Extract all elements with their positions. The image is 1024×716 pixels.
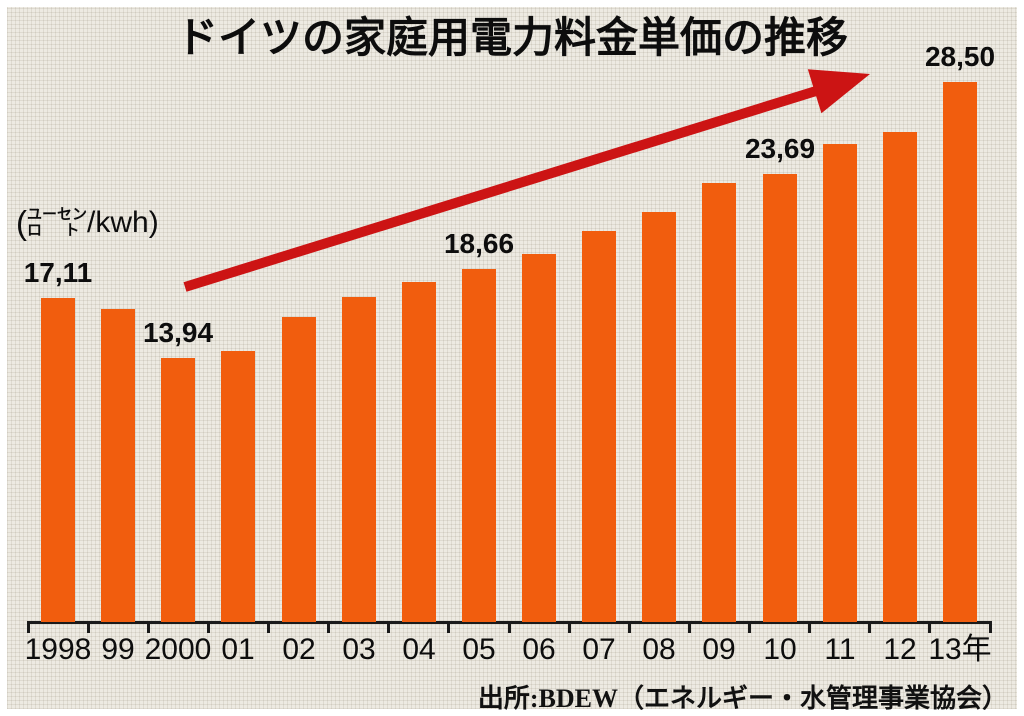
x-tick-label: 11 bbox=[824, 633, 856, 666]
unit-open-paren: ( bbox=[16, 204, 27, 241]
x-axis-tick bbox=[928, 621, 931, 633]
x-tick-label: 02 bbox=[282, 633, 316, 666]
x-axis-tick bbox=[327, 621, 330, 633]
y-axis-unit-label: ( ユー ロ セン ト /kwh) bbox=[16, 204, 159, 242]
bar bbox=[582, 231, 616, 622]
bar bbox=[342, 297, 376, 622]
bar bbox=[642, 212, 676, 622]
unit-euro-top: ユー bbox=[27, 206, 58, 223]
bar bbox=[161, 358, 195, 622]
bar-value-label: 18,66 bbox=[443, 228, 515, 259]
unit-euro-bottom: ロ bbox=[27, 222, 43, 239]
source-note: 出所:BDEW（エネルギー・水管理事業協会） bbox=[477, 684, 1008, 713]
x-axis-tick bbox=[989, 621, 992, 633]
x-axis-tick bbox=[447, 621, 450, 633]
chart-background bbox=[7, 7, 1017, 709]
bar-value-label: 13,94 bbox=[142, 317, 214, 348]
x-axis-tick bbox=[207, 621, 210, 633]
x-axis-tick bbox=[147, 621, 150, 633]
x-axis-tick bbox=[568, 621, 571, 633]
bar-value-label: 28,50 bbox=[924, 41, 996, 72]
unit-kwh-suffix: /kwh) bbox=[87, 206, 159, 239]
unit-stack-euro: ユー ロ bbox=[27, 207, 57, 239]
bar bbox=[883, 132, 917, 622]
unit-cent-top: セン bbox=[57, 206, 88, 223]
x-axis-tick bbox=[628, 621, 631, 633]
x-tick-label: 05 bbox=[462, 633, 496, 666]
bar bbox=[702, 183, 736, 622]
x-tick-label: 99 bbox=[101, 633, 135, 666]
bar bbox=[41, 298, 75, 622]
unit-stack-cent: セン ト bbox=[57, 207, 87, 239]
x-tick-label: 12 bbox=[883, 633, 917, 666]
x-axis-tick bbox=[508, 621, 511, 633]
bar bbox=[823, 144, 857, 622]
x-tick-label: 06 bbox=[522, 633, 556, 666]
x-axis-tick bbox=[27, 621, 30, 633]
x-axis-tick bbox=[87, 621, 90, 633]
x-tick-label: 10 bbox=[763, 633, 797, 666]
x-tick-label: 08 bbox=[642, 633, 676, 666]
unit-cent-bottom: ト bbox=[64, 222, 80, 239]
x-tick-label: 03 bbox=[342, 633, 376, 666]
bar bbox=[101, 309, 135, 622]
x-tick-label: 09 bbox=[702, 633, 736, 666]
x-axis-tick bbox=[808, 621, 811, 633]
x-tick-label: 1998 bbox=[24, 633, 92, 666]
x-axis-tick bbox=[868, 621, 871, 633]
bar bbox=[282, 317, 316, 622]
x-tick-label: 01 bbox=[221, 633, 255, 666]
x-tick-label: 2000 bbox=[144, 633, 212, 666]
x-tick-label: 04 bbox=[402, 633, 436, 666]
bar-value-label: 17,11 bbox=[23, 257, 93, 288]
bar bbox=[943, 82, 977, 622]
x-tick-label: 13年 bbox=[928, 633, 992, 666]
x-tick-label: 07 bbox=[582, 633, 616, 666]
x-axis-tick bbox=[748, 621, 751, 633]
x-axis-tick bbox=[267, 621, 270, 633]
x-axis-tick bbox=[387, 621, 390, 633]
bar bbox=[763, 174, 797, 622]
bar bbox=[462, 269, 496, 622]
chart-title: ドイツの家庭用電力料金単価の推移 bbox=[175, 14, 848, 61]
bar-value-label: 23,69 bbox=[744, 133, 816, 164]
bar bbox=[522, 254, 556, 622]
bar bbox=[402, 282, 436, 622]
x-axis-tick bbox=[688, 621, 691, 633]
bar bbox=[221, 351, 255, 622]
